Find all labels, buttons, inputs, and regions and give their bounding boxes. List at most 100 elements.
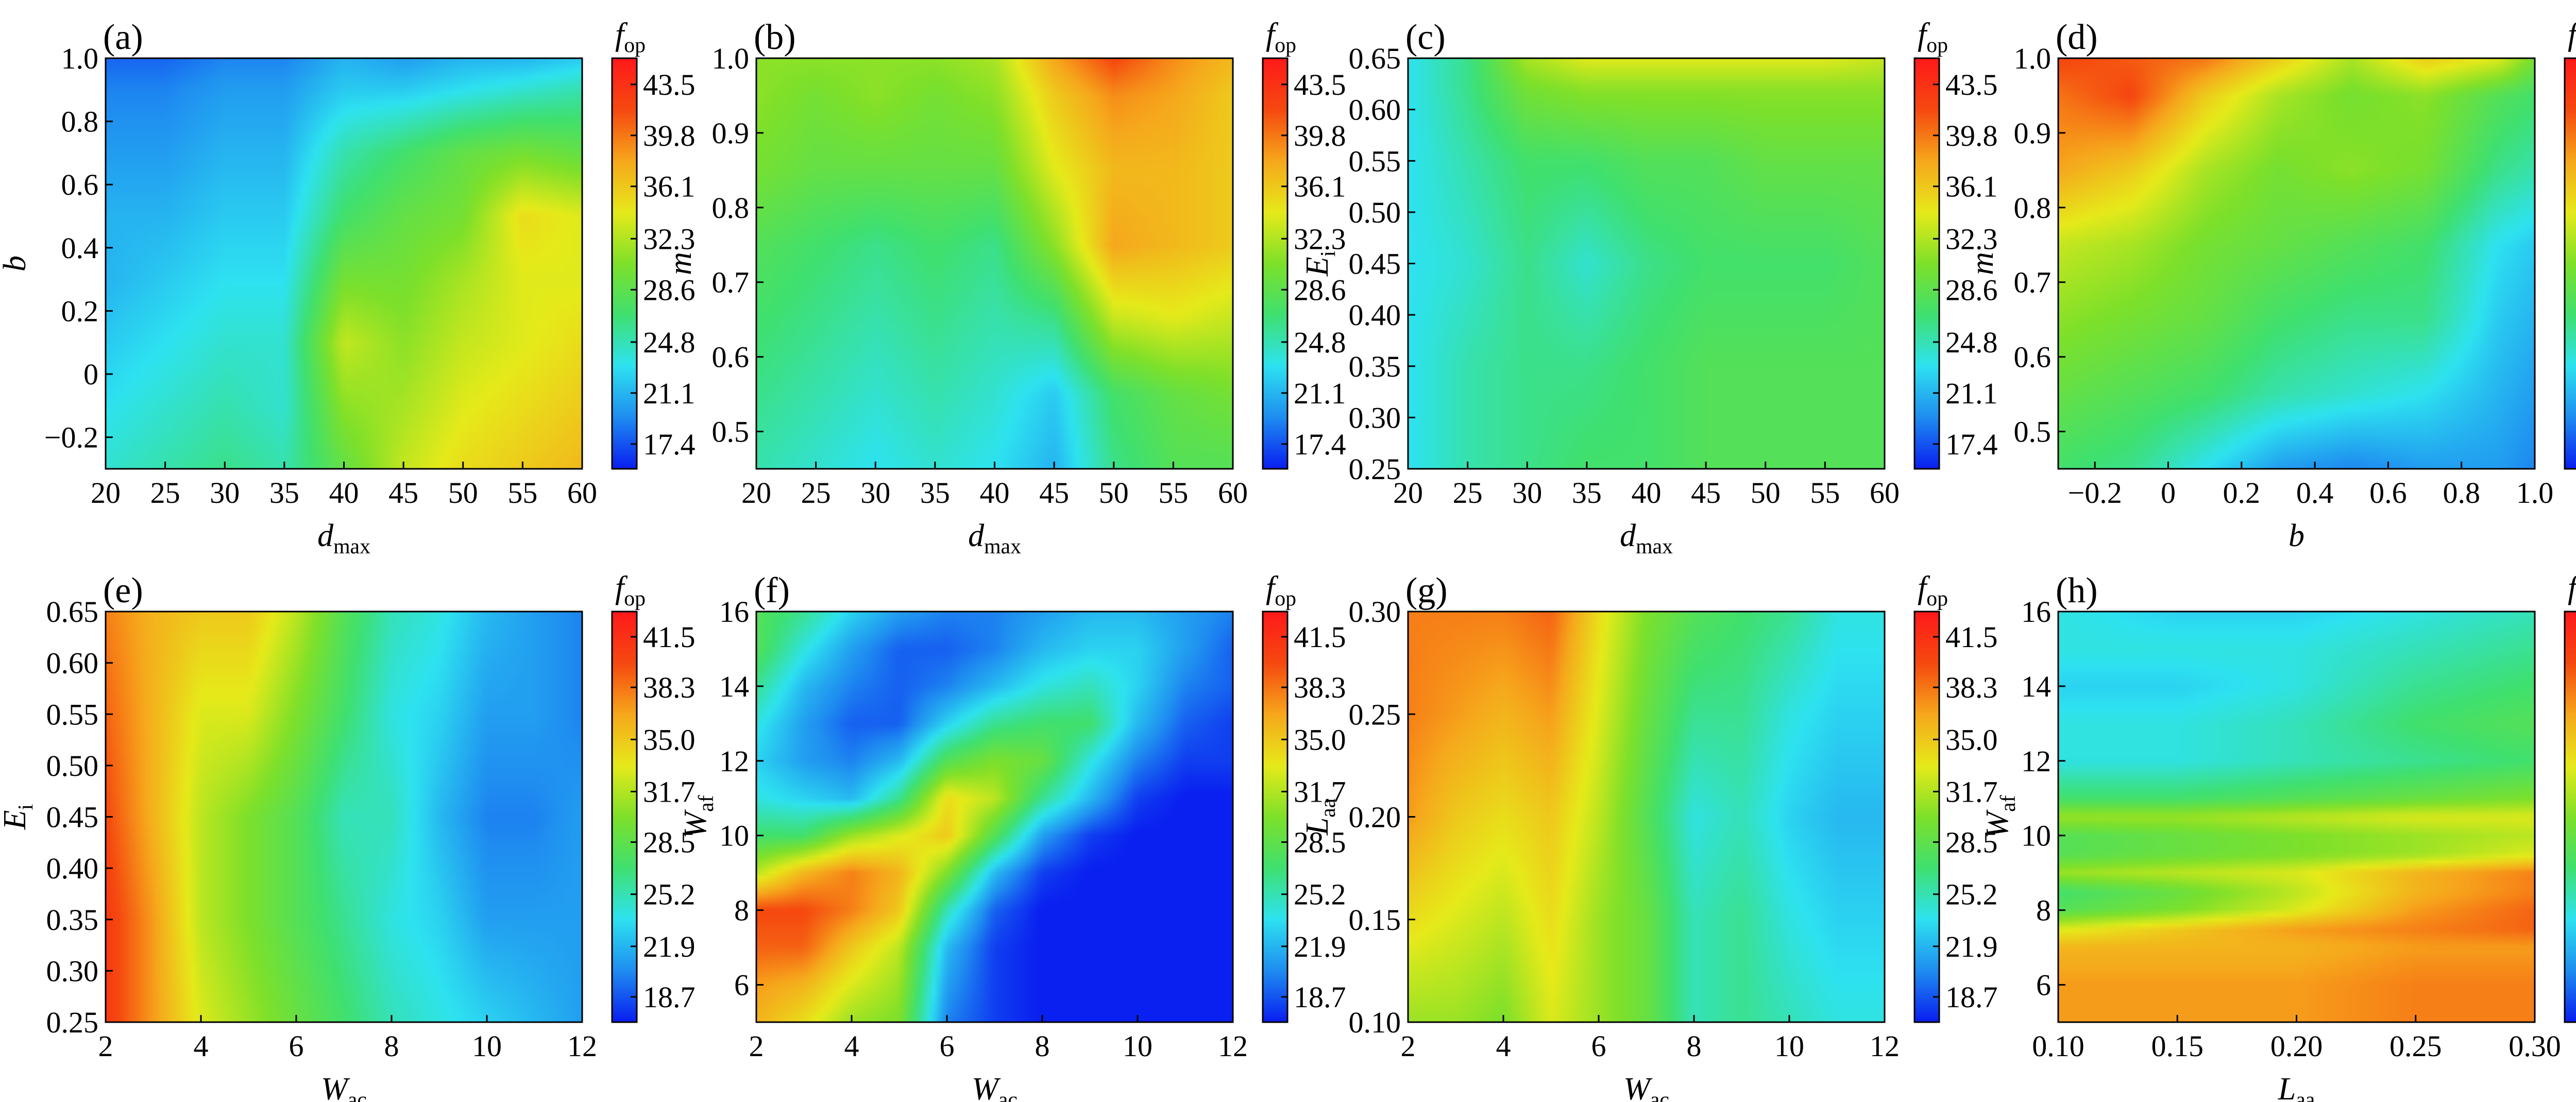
colorbar-tick-label: 21.9 [1294, 930, 1346, 963]
colorbar-title: fop [615, 570, 646, 611]
y-tick-label: 0.25 [1349, 698, 1401, 731]
panel-label: (g) [1405, 571, 1448, 611]
y-axis-label-text: b [0, 256, 32, 272]
x-tick-label: 40 [1632, 476, 1662, 510]
x-axis-label-text: Wac [1623, 1072, 1669, 1102]
x-tick-label: 8 [384, 1029, 399, 1063]
x-tick-label: 55 [1810, 476, 1840, 510]
x-tick-label: 20 [1393, 476, 1423, 510]
x-tick-label: 6 [940, 1029, 955, 1063]
x-tick-label: 10 [472, 1029, 502, 1063]
colorbar-title-text: fop [2568, 17, 2576, 57]
x-tick-label: 0.2 [2223, 476, 2261, 510]
colorbar-gradient [1263, 612, 1287, 1022]
colorbar-tick-label: 28.5 [643, 826, 696, 859]
x-tick-label: 30 [1512, 476, 1542, 510]
x-tick-label: 55 [1158, 476, 1188, 510]
x-tick-label: 12 [1870, 1029, 1900, 1063]
y-tick-label: 16 [719, 595, 749, 629]
panel-g: 2 4 6 8 10 120.100.150.200.250.30WacLaa(g)18.… [1300, 570, 1998, 1102]
y-tick-label: 0.25 [1349, 452, 1401, 486]
colorbar-frame [1262, 57, 1289, 470]
heatmap-image [1408, 58, 1885, 469]
colorbar-frame [2564, 611, 2576, 1023]
panel-a: 20 25 30 35 40 45 50 55 60 −0.2 0 0.2 0.4 0.6 0.8 1.0 dm… [0, 17, 696, 558]
colorbar-tick-label: 43.5 [1294, 68, 1346, 101]
x-tick-label: 25 [150, 476, 180, 510]
x-tick-label: 45 [1691, 476, 1721, 510]
y-tick-label: 0.4 [61, 231, 99, 265]
colorbar-tick-label: 41.5 [643, 620, 696, 654]
colorbar-tick-label: 21.9 [643, 930, 696, 963]
colorbar-tick-label: 18.7 [643, 980, 696, 1014]
colorbar-tick-label: 39.8 [1294, 119, 1346, 152]
panel-c: 20 25 30 35 40 45 50 55 60 0.25 0.30 0.35 0.40 0.45 0.… [1300, 17, 1998, 558]
x-tick-label: 0.6 [2369, 476, 2407, 510]
colorbar-tick-label: 31.7 [643, 775, 696, 808]
colorbar-tick-label: 38.3 [643, 671, 696, 704]
x-tick-label: 0.20 [2270, 1029, 2323, 1063]
y-axis-label-text: Ei [0, 804, 38, 830]
x-tick-label: 0.30 [2509, 1029, 2561, 1063]
heatmap-image [756, 612, 1233, 1022]
y-tick-label: 16 [2021, 595, 2051, 629]
x-tick-label: 50 [1099, 476, 1129, 510]
y-tick-label: 0.50 [46, 749, 99, 783]
y-axis-label-text: m [663, 252, 698, 275]
heatmap-image [106, 612, 582, 1022]
y-tick-label: 0.40 [1349, 298, 1401, 332]
x-tick-label: 40 [980, 476, 1010, 510]
x-tick-label: 50 [448, 476, 478, 510]
x-tick-label: 25 [1453, 476, 1483, 510]
x-tick-label: 2 [749, 1029, 764, 1063]
colorbar-tick-label: 35.0 [1945, 723, 1998, 756]
y-tick-label: 8 [734, 894, 749, 927]
x-tick-label: 6 [289, 1029, 304, 1063]
colorbar-title: fop [2568, 17, 2576, 57]
panel-label: (h) [2056, 571, 2098, 611]
colorbar-tick-label: 21.9 [1945, 930, 1998, 963]
x-axis-label-text: Wac [972, 1072, 1018, 1102]
colorbar-tick-label: 24.8 [643, 326, 696, 359]
y-tick-label: 1.0 [712, 42, 750, 75]
panel-f: 2 4 6 8 10 12 6 8 10 12 14 16 Wac Waf (f) 18.7 21.9 25.2 2… [678, 570, 1346, 1102]
colorbar-gradient [612, 612, 637, 1022]
x-tick-label: 20 [91, 476, 121, 510]
y-axis-label-text: Waf [678, 795, 718, 838]
x-axis-label-text: Laa [2278, 1072, 2315, 1102]
y-tick-label: 1.0 [61, 42, 99, 75]
y-tick-label: 12 [2021, 744, 2051, 778]
colorbar-tick-label: 38.3 [1945, 671, 1998, 704]
y-axis-label: m [1965, 252, 2000, 275]
y-tick-label: 0.9 [712, 116, 750, 150]
colorbar-tick-label: 36.1 [1294, 170, 1346, 204]
x-tick-label: 6 [1591, 1029, 1606, 1063]
colorbar-frame [1262, 611, 1289, 1023]
y-tick-label: 0.7 [2014, 266, 2052, 299]
x-axis-label-text: b [2289, 518, 2304, 553]
colorbar-tick-label: 43.5 [643, 68, 696, 101]
colorbar-tick-label: 35.0 [643, 723, 696, 756]
plot-frame [2057, 57, 2536, 470]
y-tick-label: 10 [2021, 819, 2051, 853]
colorbar-tick-label: 25.2 [1294, 878, 1346, 911]
colorbar-tick-label: 41.5 [1294, 620, 1346, 654]
colorbar-tick-label: 25.2 [1945, 878, 1998, 911]
colorbar-gradient [1263, 58, 1287, 469]
x-tick-label: 10 [1774, 1029, 1804, 1063]
x-tick-label: −0.2 [2068, 476, 2122, 510]
colorbar-title-text: fop [1918, 17, 1948, 57]
colorbar-tick-label: 31.7 [1945, 775, 1998, 808]
y-tick-label: 0.9 [2014, 116, 2052, 150]
x-tick-label: 4 [844, 1029, 859, 1063]
x-tick-label: 2 [98, 1029, 113, 1063]
x-tick-label: 0.8 [2443, 476, 2480, 510]
x-tick-label: 45 [388, 476, 418, 510]
colorbar-tick-label: 18.7 [1294, 980, 1346, 1014]
y-tick-label: 0.35 [46, 903, 99, 937]
y-tick-label: 12 [719, 744, 749, 778]
colorbar-title-text: fop [1918, 570, 1948, 611]
y-tick-label: 0.55 [46, 698, 99, 731]
x-tick-label: 0 [2161, 476, 2176, 510]
x-axis-label: Laa [2278, 1072, 2315, 1102]
